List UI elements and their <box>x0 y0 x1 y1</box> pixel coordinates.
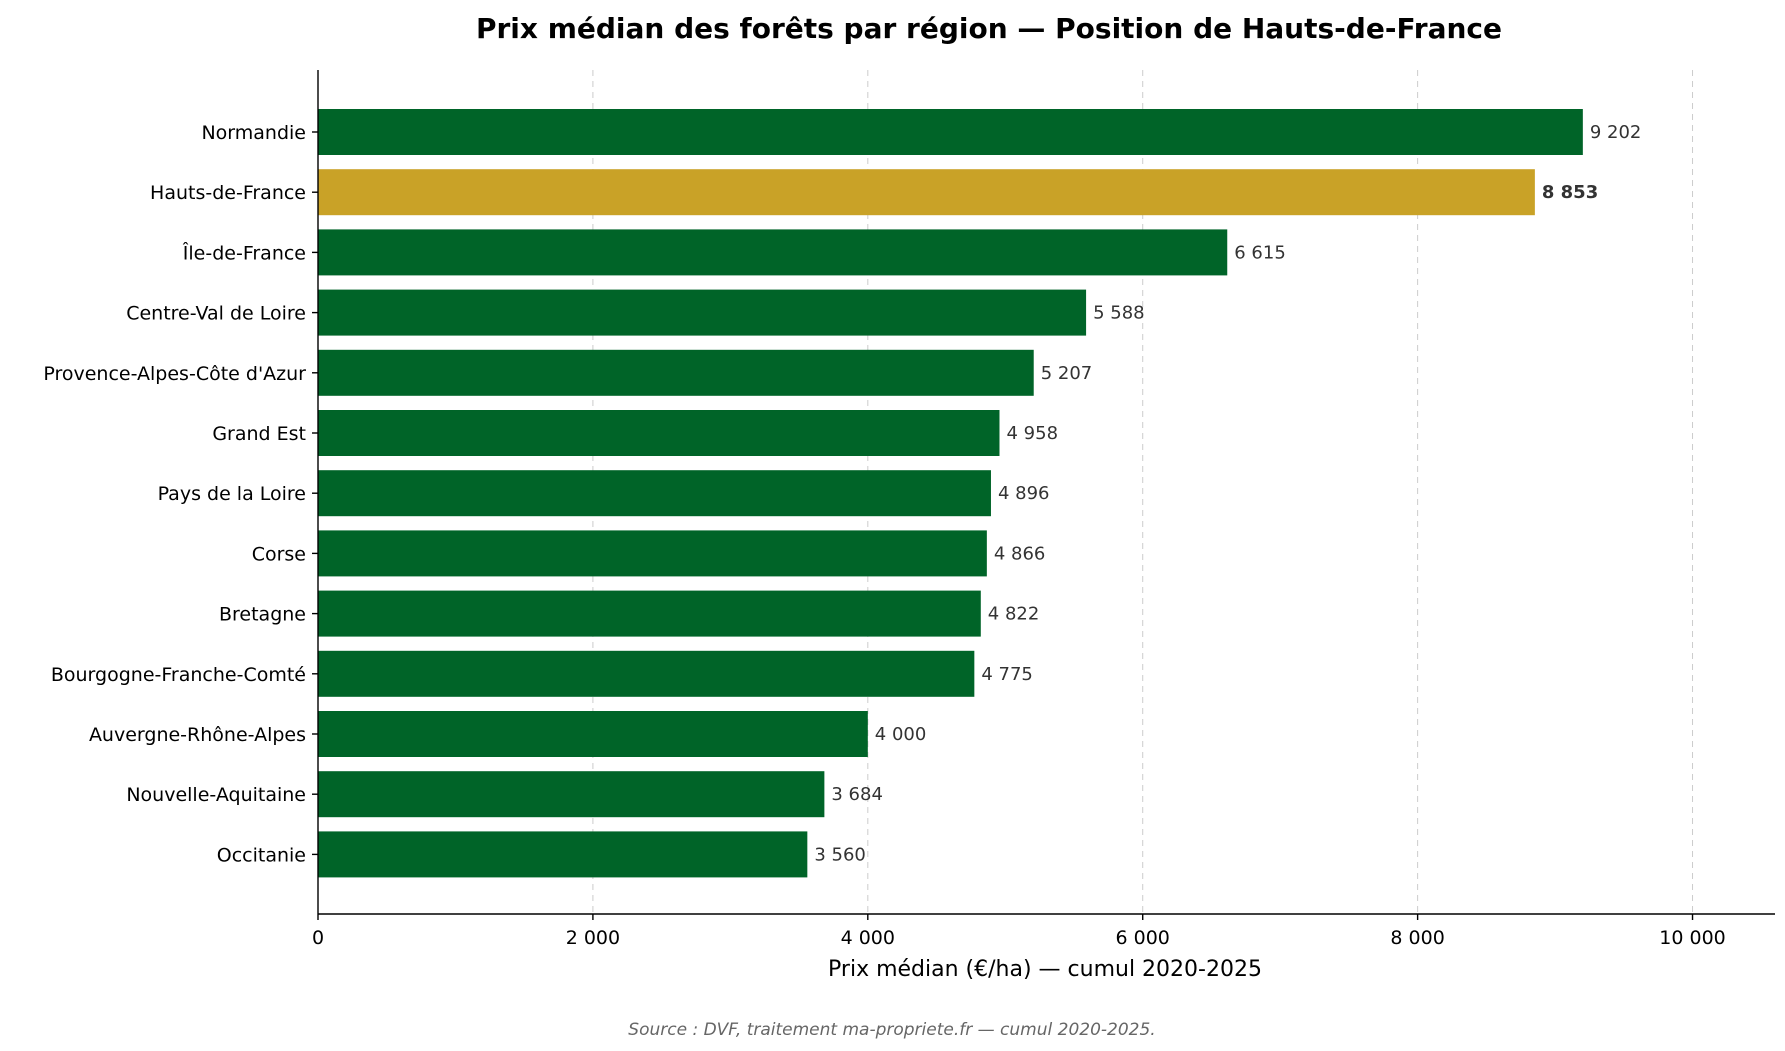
category-label: Grand Est <box>212 423 306 445</box>
bars-layer: 9 202 8 853 6 615 5 588 5 207 4 958 4 896 4 866… <box>318 109 1642 878</box>
value-label: 9 202 <box>1590 122 1642 143</box>
value-label: 5 207 <box>1041 363 1093 384</box>
bar-3 <box>318 289 1087 336</box>
bar-12 <box>318 831 808 878</box>
x-tick-label: 6 000 <box>1116 927 1170 949</box>
category-label: Hauts-de-France <box>150 182 306 204</box>
bar-8 <box>318 590 981 637</box>
category-label: Normandie <box>201 122 306 144</box>
bar-0 <box>318 109 1583 155</box>
bar-10 <box>318 711 868 757</box>
x-tick-label: 2 000 <box>566 927 620 949</box>
bar-9 <box>318 650 975 697</box>
value-label: 6 615 <box>1234 242 1286 263</box>
source-note: Source : DVF, traitement ma-propriete.fr… <box>628 1020 1155 1040</box>
category-label: Centre-Val de Loire <box>126 303 306 325</box>
value-label: 4 822 <box>988 604 1040 625</box>
chart-title: Prix médian des forêts par région — Posi… <box>476 12 1502 45</box>
category-label: Île-de-France <box>182 241 306 264</box>
category-label: Occitanie <box>217 844 306 866</box>
bar-5 <box>318 410 1000 456</box>
bar-4 <box>318 349 1034 396</box>
category-label: Pays de la Loire <box>158 483 306 505</box>
category-label: Nouvelle-Aquitaine <box>126 784 306 806</box>
bar-2 <box>318 229 1228 276</box>
x-tick-label: 4 000 <box>841 927 895 949</box>
value-label: 3 684 <box>831 784 883 805</box>
category-label: Provence-Alpes-Côte d'Azur <box>43 363 306 385</box>
value-label: 4 866 <box>994 543 1046 564</box>
x-axis-label: Prix médian (€/ha) — cumul 2020-2025 <box>828 957 1262 982</box>
bar-1 <box>318 169 1535 216</box>
category-label: Bretagne <box>219 604 306 626</box>
x-tick-label: 10 000 <box>1659 927 1725 949</box>
value-label: 4 896 <box>998 483 1050 504</box>
value-label: 5 588 <box>1093 303 1145 324</box>
bar-11 <box>318 771 825 818</box>
category-label: Bourgogne-Franche-Comté <box>51 664 306 686</box>
bar-6 <box>318 470 991 517</box>
x-tick-label: 8 000 <box>1390 927 1444 949</box>
x-tick-label: 0 <box>312 927 324 949</box>
axes-layer: Normandie Hauts-de-France Île-de-France Cen… <box>43 70 1775 949</box>
category-label: Corse <box>252 543 306 565</box>
value-label: 4 775 <box>981 664 1033 685</box>
bar-7 <box>318 530 987 577</box>
value-label: 4 000 <box>875 724 927 745</box>
value-label: 3 560 <box>814 844 866 865</box>
value-label: 4 958 <box>1006 423 1058 444</box>
value-label: 8 853 <box>1542 182 1598 203</box>
category-label: Auvergne-Rhône-Alpes <box>89 724 306 746</box>
